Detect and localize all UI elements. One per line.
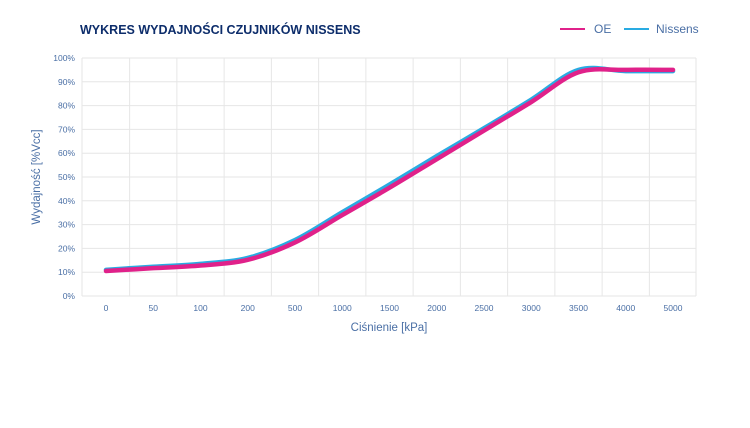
y-tick-label: 0%: [63, 291, 76, 301]
legend: OE Nissens: [560, 22, 699, 36]
y-tick-label: 50%: [58, 172, 75, 182]
x-tick-label: 500: [288, 303, 302, 313]
x-tick-label: 3500: [569, 303, 588, 313]
legend-label-oe: OE: [594, 22, 611, 36]
x-tick-label: 50: [149, 303, 159, 313]
y-axis-label: Wydajność [%Vcc]: [31, 129, 43, 224]
y-tick-label: 70%: [58, 124, 75, 134]
x-axis-ticks: 0 50 100 200 500 1000 1500 2000 2500 3000 3500 4000…: [104, 303, 683, 313]
x-tick-label: 5000: [664, 303, 683, 313]
legend-label-nissens: Nissens: [656, 22, 699, 36]
x-tick-label: 2500: [475, 303, 494, 313]
y-tick-label: 20%: [58, 243, 75, 253]
x-tick-label: 1500: [380, 303, 399, 313]
y-tick-label: 100%: [53, 53, 75, 63]
chart-title: WYKRES WYDAJNOŚCI CZUJNIKÓW NISSENS: [80, 22, 361, 37]
y-axis-ticks: 0% 10% 20% 30% 40% 50% 60% 70% 80% 90% 100%: [53, 53, 75, 301]
x-tick-label: 4000: [616, 303, 635, 313]
x-tick-label: 0: [104, 303, 109, 313]
y-tick-label: 80%: [58, 101, 75, 111]
x-tick-label: 100: [193, 303, 207, 313]
series-line-nissens: [103, 65, 676, 273]
x-tick-label: 3000: [522, 303, 541, 313]
y-tick-label: 90%: [58, 77, 75, 87]
y-tick-label: 30%: [58, 220, 75, 230]
y-tick-label: 60%: [58, 148, 75, 158]
x-tick-label: 200: [241, 303, 255, 313]
x-axis-label: Ciśnienie [kPa]: [351, 322, 428, 334]
y-tick-label: 40%: [58, 196, 75, 206]
series: [103, 65, 676, 274]
x-tick-label: 2000: [427, 303, 446, 313]
y-tick-label: 10%: [58, 267, 75, 277]
series-line-oe: [103, 66, 676, 274]
grid: [81, 57, 697, 297]
x-tick-label: 1000: [333, 303, 352, 313]
